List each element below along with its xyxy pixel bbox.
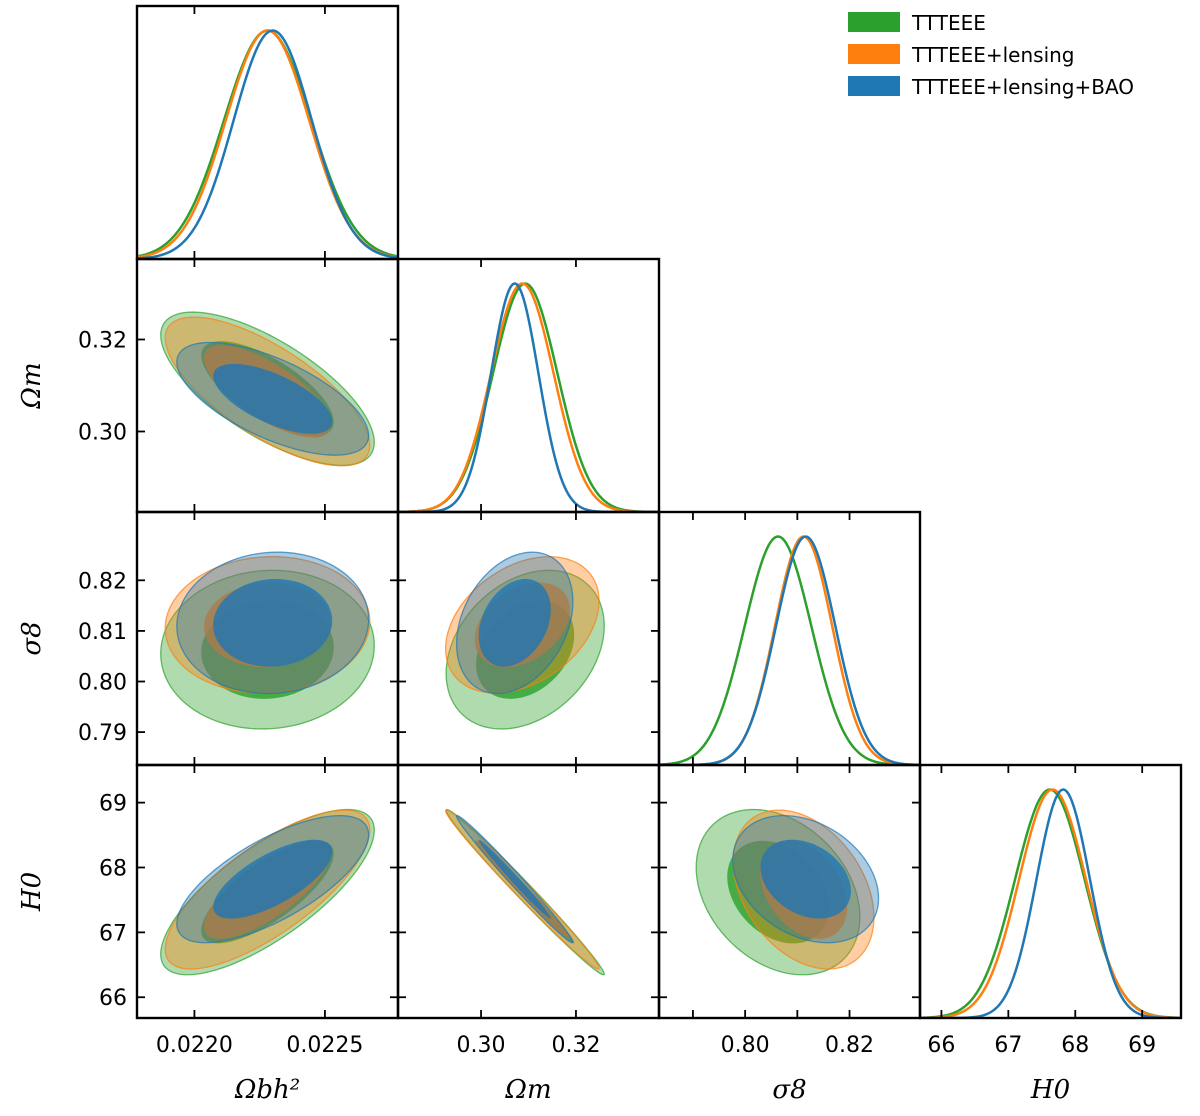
y-axis-label-h0: H0 (17, 872, 47, 912)
x-tick-label: 69 (1128, 1033, 1156, 1058)
marginal-panel-s8 (659, 537, 920, 765)
x-axis-label-omm: Ωm (504, 1075, 551, 1105)
y-tick-label: 67 (99, 921, 127, 946)
marginal-curve-1 (137, 31, 398, 258)
marginal-curve-0 (137, 31, 398, 257)
y-tick-label: 0.79 (78, 721, 127, 746)
y-tick-label: 0.80 (78, 671, 127, 696)
x-tick-label: 0.0225 (286, 1033, 363, 1058)
legend-swatch-2 (848, 76, 900, 96)
x-tick-label: 66 (927, 1033, 955, 1058)
legend-swatch-1 (848, 44, 900, 64)
contour-series-2 (177, 343, 369, 456)
contour-panel-h0-vs-s8 (696, 810, 878, 975)
contour-panel-omm-vs-omb (161, 312, 375, 466)
x-tick-label: 68 (1061, 1033, 1089, 1058)
contour-panel-s8-vs-omm (446, 552, 605, 729)
y-tick-label: 0.32 (78, 329, 127, 354)
x-axis-label-s8: σ8 (772, 1075, 806, 1105)
marginal-panel-h0 (920, 790, 1181, 1018)
y-axis-label-s8: σ8 (17, 621, 47, 655)
contour-68-2 (479, 840, 551, 919)
panel-frame-0-0 (137, 6, 398, 259)
marginal-curve-2 (137, 31, 398, 259)
x-tick-label: 0.80 (721, 1033, 770, 1058)
panel-frame-1-1 (398, 259, 659, 512)
y-tick-label: 69 (99, 792, 127, 817)
y-tick-label: 0.82 (78, 569, 127, 594)
x-axis-label-h0: H0 (1030, 1075, 1070, 1105)
marginal-curve-1 (920, 790, 1181, 1018)
x-tick-label: 0.30 (457, 1033, 506, 1058)
legend-swatch-0 (848, 12, 900, 32)
legend: TTTEEE TTTEEE+lensing TTTEEE+lensing+BAO (848, 11, 1134, 99)
x-tick-label: 67 (994, 1033, 1022, 1058)
y-axis-label-omm: Ωm (17, 362, 47, 409)
marginal-panel-omb (137, 31, 398, 259)
x-tick-label: 0.0220 (156, 1033, 233, 1058)
legend-label-2: TTTEEE+lensing+BAO (911, 75, 1134, 99)
y-tick-label: 68 (99, 856, 127, 881)
marginal-curve-0 (920, 790, 1181, 1018)
marginal-curve-2 (398, 284, 659, 512)
marginal-curve-2 (659, 537, 920, 765)
panel-frame-3-3 (920, 765, 1181, 1018)
y-tick-label: 0.81 (78, 620, 127, 645)
legend-label-0: TTTEEE (911, 11, 986, 35)
y-tick-label: 66 (99, 986, 127, 1011)
corner-plot: 0.0220 0.0225 0.30 0.32 0.80 0.82 66 67 68 69 0.30… (0, 0, 1200, 1116)
legend-label-1: TTTEEE+lensing (911, 43, 1075, 67)
contour-panel-h0-vs-omm (446, 810, 605, 975)
x-tick-label: 0.32 (551, 1033, 600, 1058)
marginal-curve-2 (920, 790, 1181, 1018)
y-tick-label: 0.30 (78, 421, 127, 446)
x-tick-label: 0.82 (825, 1033, 874, 1058)
contour-panel-h0-vs-omb (161, 810, 374, 975)
x-axis-label-omb: Ωbh² (234, 1075, 300, 1105)
contour-series-2 (457, 816, 573, 943)
contour-series-2 (177, 816, 369, 943)
marginal-panel-omm (398, 284, 659, 512)
contour-panel-s8-vs-omb (161, 552, 375, 729)
